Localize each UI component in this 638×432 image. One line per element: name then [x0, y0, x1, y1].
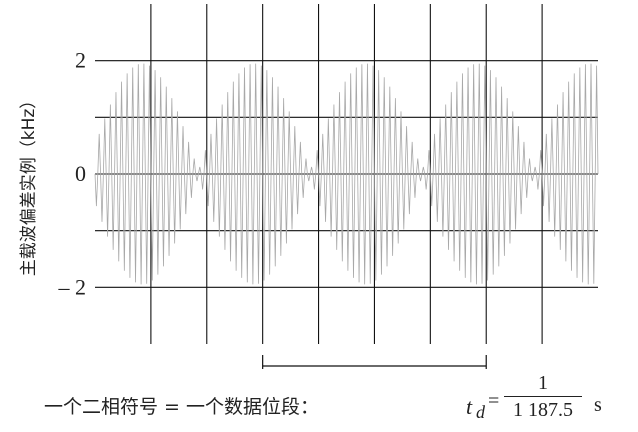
y-tick-label: – 2 [58, 274, 87, 299]
formula-fraction: 1 1 187.5 [504, 372, 582, 421]
formula-equals: = [488, 390, 500, 412]
formula-numerator: 1 [538, 372, 548, 394]
plot-area [94, 4, 599, 344]
formula-subscript: d [476, 402, 485, 422]
deviation-waveform [94, 63, 599, 285]
bit-duration-marker [262, 355, 487, 369]
y-tick-label: 2 [75, 48, 86, 73]
fraction-bar [504, 396, 582, 398]
bit-duration-caption: 一个二相符号 = 一个数据位段： [44, 396, 319, 418]
y-tick-labels: 2 0 – 2 [58, 48, 87, 300]
y-tick-label: 0 [75, 161, 86, 186]
formula-symbol: t [466, 394, 473, 419]
y-axis-label: 主载波偏差实例（kHz） [19, 92, 39, 277]
formula-denominator: 1 187.5 [513, 399, 573, 422]
formula-unit: s [594, 394, 602, 416]
y-axis-title: 主载波偏差实例（kHz） [19, 92, 39, 277]
